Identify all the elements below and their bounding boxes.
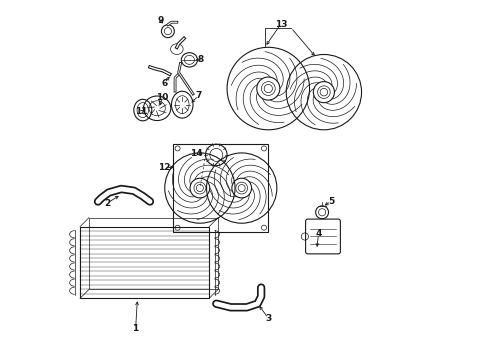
Bar <box>89 218 218 289</box>
Bar <box>80 226 209 298</box>
Text: 3: 3 <box>265 314 271 323</box>
Text: 8: 8 <box>197 55 203 64</box>
Text: 1: 1 <box>132 324 139 333</box>
Text: 7: 7 <box>195 91 201 100</box>
Text: 4: 4 <box>316 229 322 238</box>
Text: 6: 6 <box>161 79 168 88</box>
Text: 9: 9 <box>158 16 164 25</box>
Text: 2: 2 <box>104 199 110 208</box>
Text: 13: 13 <box>274 19 287 28</box>
Text: 11: 11 <box>135 107 147 116</box>
Text: 10: 10 <box>156 93 169 102</box>
Text: 12: 12 <box>158 163 171 172</box>
Text: 5: 5 <box>328 197 334 206</box>
Text: 14: 14 <box>190 149 203 158</box>
Bar <box>173 144 269 232</box>
